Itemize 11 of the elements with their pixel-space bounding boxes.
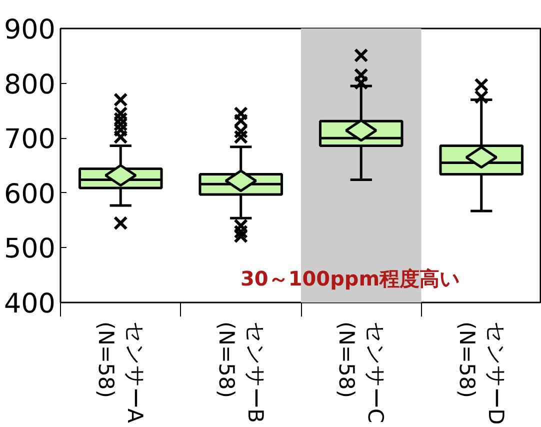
x-tick-label: センサーB (N=58) [214,322,268,423]
x-tick-label: センサーD (N=58) [454,322,508,425]
y-tick-label: 400 [4,288,56,320]
annotation: 30～100ppm程度高い [240,266,460,290]
x-tick-label: センサーC (N=58) [334,322,388,424]
y-tick-label: 600 [4,178,56,210]
y-tick-label: 800 [4,69,56,100]
y-tick-label: 500 [4,234,56,265]
y-tick-label: 900 [4,14,56,46]
y-tick-label: 700 [4,124,56,156]
x-tick-label: センサーA (N=58) [94,322,148,424]
